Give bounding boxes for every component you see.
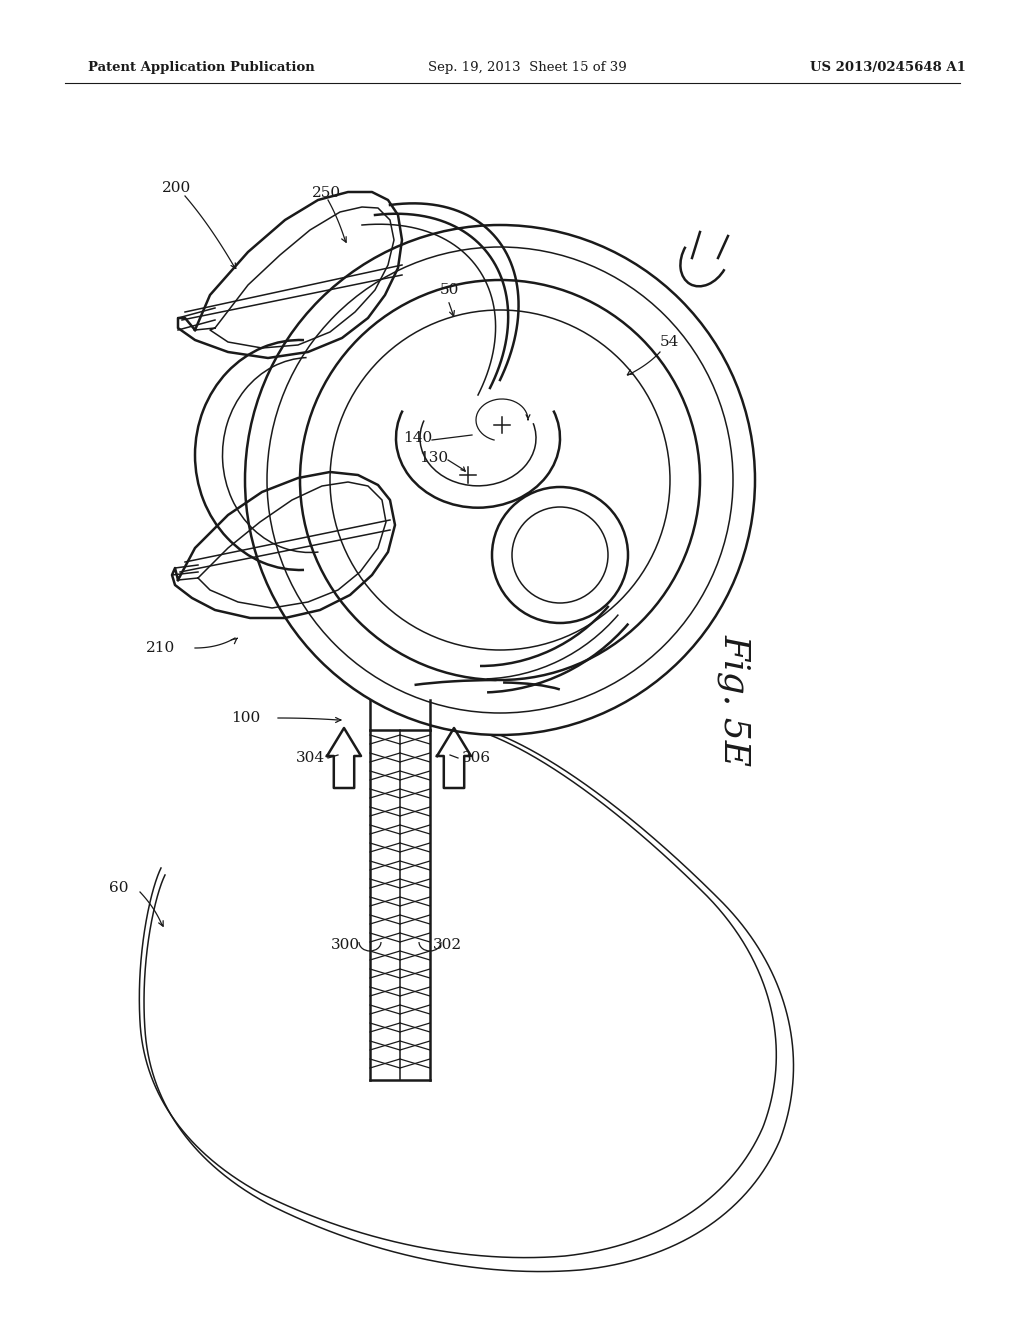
Text: 306: 306 bbox=[462, 751, 492, 766]
Text: 304: 304 bbox=[296, 751, 325, 766]
Text: Fig. 5E: Fig. 5E bbox=[718, 634, 752, 766]
Text: 250: 250 bbox=[312, 186, 341, 201]
Text: 302: 302 bbox=[433, 939, 462, 952]
Text: 300: 300 bbox=[331, 939, 360, 952]
Text: 100: 100 bbox=[230, 711, 260, 725]
Text: 130: 130 bbox=[419, 451, 449, 465]
Text: 54: 54 bbox=[660, 335, 679, 348]
Text: 140: 140 bbox=[402, 432, 432, 445]
Text: Patent Application Publication: Patent Application Publication bbox=[88, 61, 314, 74]
Text: 60: 60 bbox=[109, 880, 128, 895]
Text: 200: 200 bbox=[162, 181, 191, 195]
Text: 50: 50 bbox=[440, 282, 460, 297]
Text: Sep. 19, 2013  Sheet 15 of 39: Sep. 19, 2013 Sheet 15 of 39 bbox=[428, 61, 627, 74]
Text: 210: 210 bbox=[145, 642, 175, 655]
Text: US 2013/0245648 A1: US 2013/0245648 A1 bbox=[810, 61, 966, 74]
